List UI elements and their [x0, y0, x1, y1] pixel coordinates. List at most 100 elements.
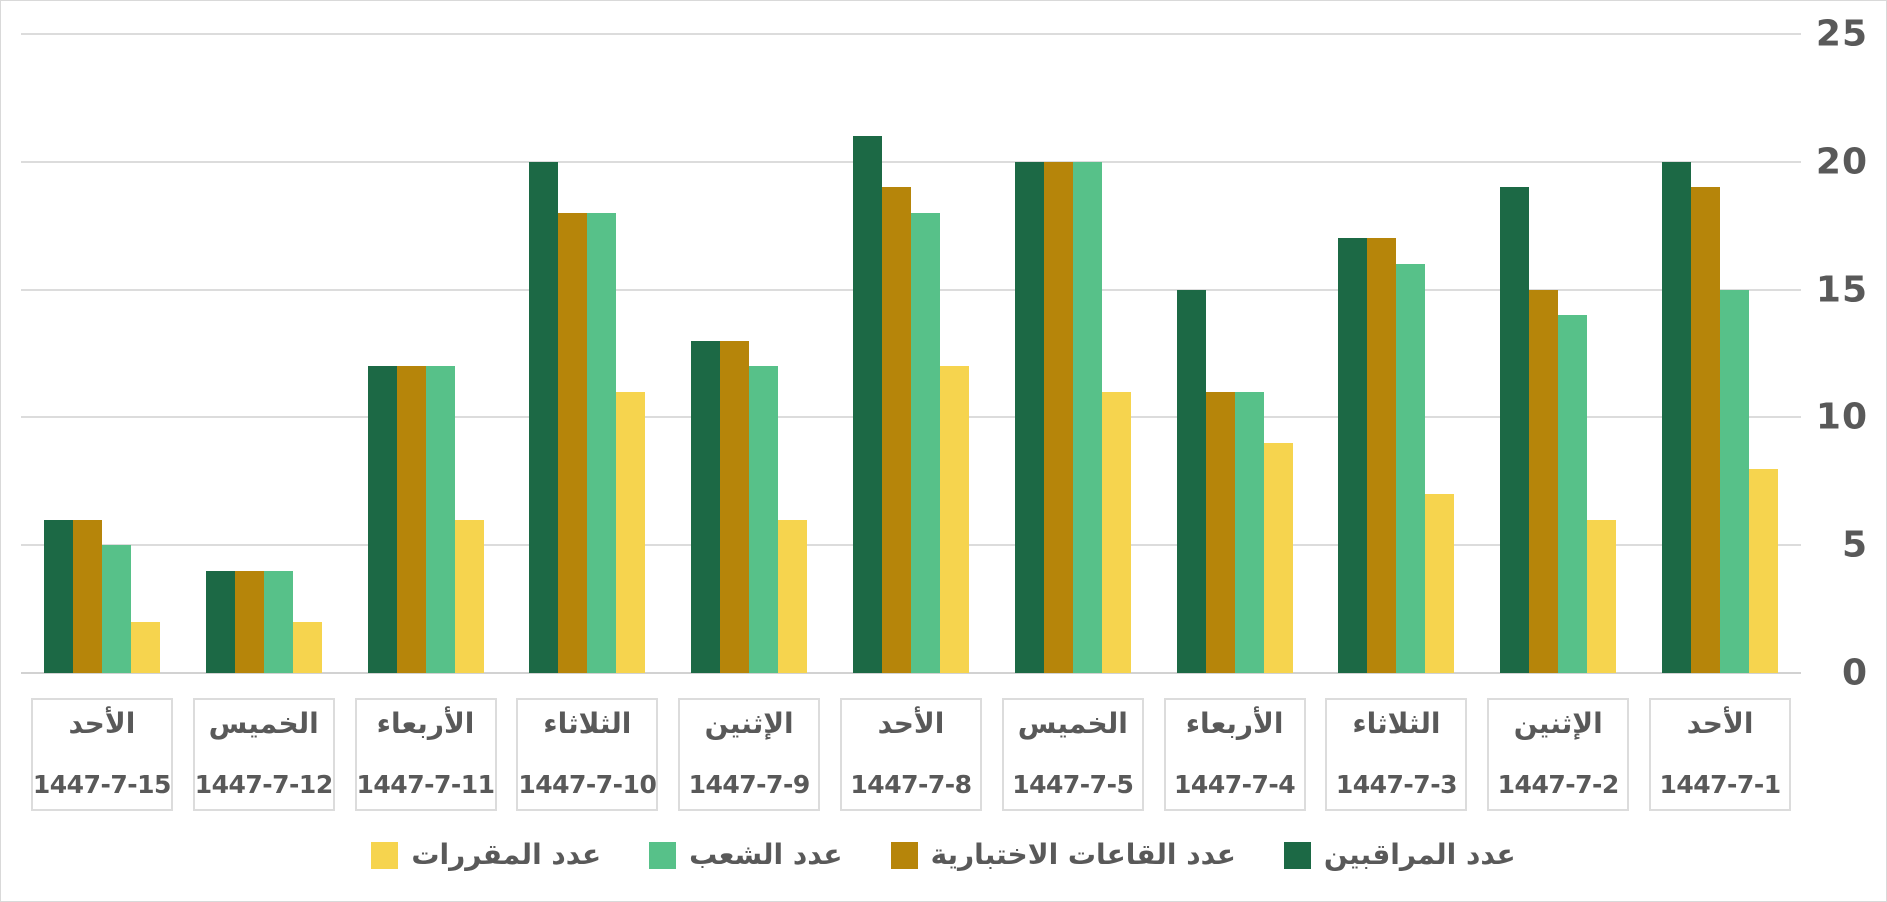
bar-groups	[21, 34, 1801, 673]
x-band: الإثنين 1447-7-2	[1477, 698, 1639, 811]
gridline-20	[21, 160, 1801, 163]
bar-3[interactable]	[263, 570, 293, 673]
bar-1[interactable]	[852, 136, 882, 673]
category-label-box: الخميس 1447-7-5	[1001, 698, 1144, 811]
category-day-label: الخميس	[1017, 707, 1128, 740]
bar-4[interactable]	[939, 366, 969, 673]
bar-3[interactable]	[1234, 391, 1264, 673]
category-group	[668, 34, 830, 673]
x-band: الثلاثاء 1447-7-3	[1316, 698, 1478, 811]
bar-2[interactable]	[1529, 289, 1559, 673]
category-date-label: 1447-7-12	[194, 770, 334, 799]
bar-2[interactable]	[720, 340, 750, 673]
bars-cluster	[1176, 34, 1293, 673]
x-band: الخميس 1447-7-5	[992, 698, 1154, 811]
bar-2[interactable]	[1205, 391, 1235, 673]
category-day-label: الثلاثاء	[1352, 707, 1441, 740]
bar-1[interactable]	[367, 366, 397, 673]
plot-area	[21, 33, 1801, 674]
bars-cluster	[1338, 34, 1455, 673]
bar-3[interactable]	[1072, 161, 1102, 673]
bar-4[interactable]	[130, 621, 160, 673]
gridline-0	[21, 672, 1801, 674]
category-day-label: الأحد	[877, 707, 945, 740]
x-axis-labels: الأحد 1447-7-15 الخميس 1447-7-12 الأربعاء 144…	[21, 698, 1801, 811]
legend-swatch-icon	[649, 841, 677, 869]
bar-4[interactable]	[454, 519, 484, 673]
category-group	[183, 34, 345, 673]
bar-2[interactable]	[234, 570, 264, 673]
y-tick-label: 5	[1841, 524, 1868, 566]
bar-2[interactable]	[396, 366, 426, 673]
bar-4[interactable]	[778, 519, 808, 673]
bar-1[interactable]	[691, 340, 721, 673]
category-date-label: 1447-7-3	[1335, 770, 1458, 799]
bar-3[interactable]	[101, 545, 131, 673]
category-label-box: الإثنين 1447-7-9	[678, 698, 821, 811]
x-band: الأحد 1447-7-8	[830, 698, 992, 811]
bar-1[interactable]	[1500, 187, 1530, 673]
category-group	[1154, 34, 1316, 673]
bar-4[interactable]	[292, 621, 322, 673]
category-group	[992, 34, 1154, 673]
legend-item[interactable]: عدد المقررات	[371, 841, 601, 869]
category-label-box: الخميس 1447-7-12	[192, 698, 335, 811]
y-tick-label: 15	[1815, 269, 1868, 311]
bar-1[interactable]	[1176, 289, 1206, 673]
bar-4[interactable]	[1587, 519, 1617, 673]
legend-label: عدد القاعات الاختبارية	[930, 838, 1236, 871]
bar-4[interactable]	[1749, 468, 1779, 673]
bars-cluster	[1500, 34, 1617, 673]
bar-1[interactable]	[1662, 161, 1692, 673]
bar-1[interactable]	[529, 161, 559, 673]
bar-3[interactable]	[749, 366, 779, 673]
category-day-label: الأربعاء	[1185, 707, 1284, 740]
bar-3[interactable]	[1558, 315, 1588, 673]
category-day-label: الثلاثاء	[543, 707, 632, 740]
x-band: الأحد 1447-7-1	[1639, 698, 1801, 811]
bar-4[interactable]	[1425, 494, 1455, 673]
x-band: الأحد 1447-7-15	[21, 698, 183, 811]
bar-1[interactable]	[205, 570, 235, 673]
bars-cluster	[691, 34, 808, 673]
bar-2[interactable]	[881, 187, 911, 673]
bar-3[interactable]	[425, 366, 455, 673]
bar-1[interactable]	[1338, 238, 1368, 673]
bar-3[interactable]	[1720, 289, 1750, 673]
x-band: الثلاثاء 1447-7-10	[506, 698, 668, 811]
legend-swatch-icon	[1283, 841, 1311, 869]
category-day-label: الخميس	[208, 707, 319, 740]
bar-4[interactable]	[1101, 391, 1131, 673]
bar-2[interactable]	[1691, 187, 1721, 673]
category-date-label: 1447-7-9	[688, 770, 811, 799]
bar-1[interactable]	[1014, 161, 1044, 673]
legend-label: عدد الشعب	[689, 838, 843, 871]
legend-item[interactable]: عدد الشعب	[649, 838, 843, 871]
x-band: الإثنين 1447-7-9	[668, 698, 830, 811]
category-label-box: الثلاثاء 1447-7-10	[516, 698, 659, 811]
legend-swatch-icon	[371, 841, 399, 869]
category-group	[1477, 34, 1639, 673]
legend-item[interactable]: عدد المراقبين	[1283, 841, 1516, 869]
bar-4[interactable]	[616, 391, 646, 673]
bar-3[interactable]	[910, 212, 940, 673]
category-label-box: الأحد 1447-7-8	[839, 698, 982, 811]
bar-2[interactable]	[1367, 238, 1397, 673]
bar-3[interactable]	[1396, 264, 1426, 673]
bars-cluster	[852, 34, 969, 673]
category-label-box: الإثنين 1447-7-2	[1487, 698, 1630, 811]
category-day-label: الأحد	[68, 707, 136, 740]
category-group	[1639, 34, 1801, 673]
category-group	[345, 34, 507, 673]
bar-2[interactable]	[1043, 161, 1073, 673]
bar-3[interactable]	[587, 212, 617, 673]
legend-item[interactable]: عدد القاعات الاختبارية	[890, 838, 1236, 871]
bar-2[interactable]	[72, 519, 102, 673]
y-axis: 0 5 10 15 20 25	[1801, 14, 1881, 694]
bar-2[interactable]	[558, 212, 588, 673]
bar-1[interactable]	[43, 519, 73, 673]
category-date-label: 1447-7-4	[1174, 770, 1296, 799]
bar-4[interactable]	[1263, 442, 1293, 673]
category-group	[1316, 34, 1478, 673]
category-label-box: الأربعاء 1447-7-11	[354, 698, 497, 811]
